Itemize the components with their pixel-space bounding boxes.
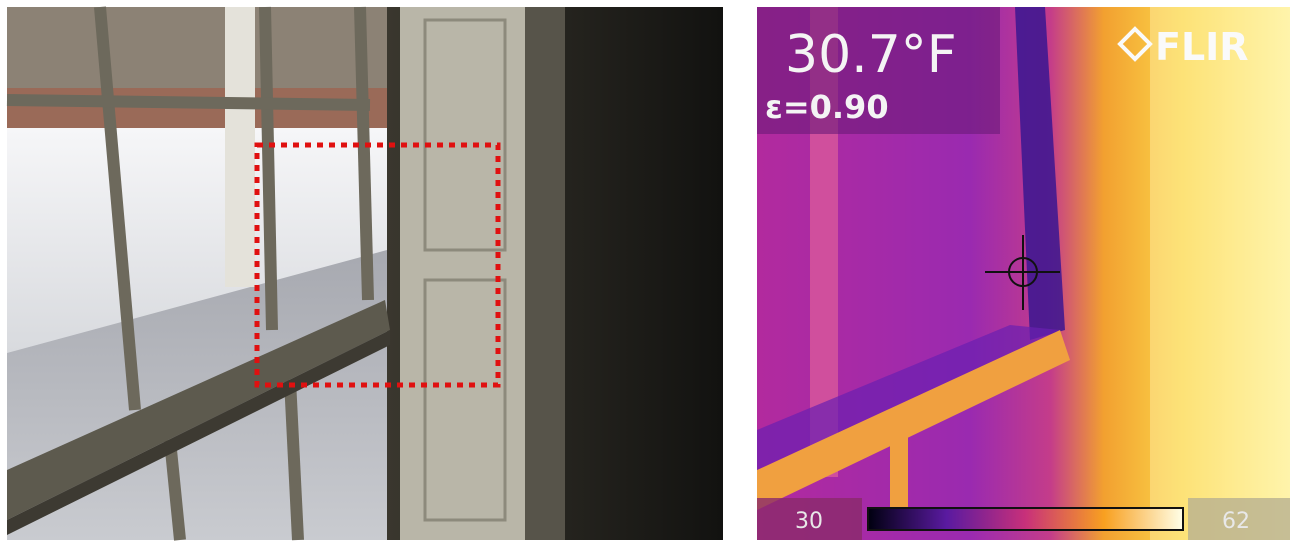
scale-min: 30	[795, 509, 823, 534]
emissivity: ε=0.90	[765, 88, 889, 126]
thermal-image: 30.7°F ε=0.90 FLIR 30 62	[757, 7, 1290, 540]
brand: FLIR	[1155, 25, 1249, 69]
temperature: 30.7°F	[785, 25, 957, 85]
scale-max: 62	[1222, 509, 1250, 534]
photo	[6, 6, 723, 541]
crosshair	[985, 235, 1060, 310]
logo: FLIR	[1117, 25, 1249, 69]
